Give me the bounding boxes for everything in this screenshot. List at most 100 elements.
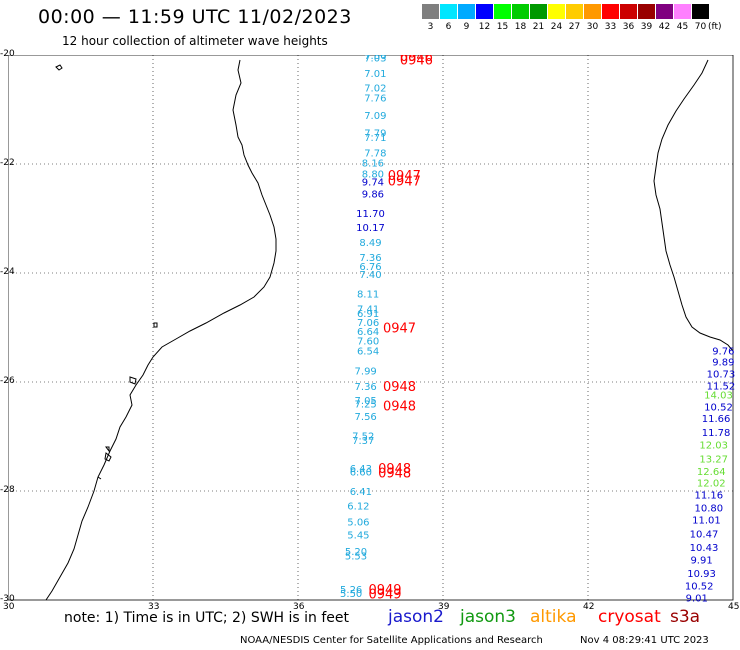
swh-value-label: 7.99 <box>355 367 377 378</box>
footer-credit: NOAA/NESDIS Center for Satellite Applica… <box>240 635 543 646</box>
pass-time-label: 0949 <box>368 583 401 598</box>
legend-label: 15 <box>496 22 509 32</box>
legend-label: 24 <box>550 22 563 32</box>
swh-value-label: 6.76 <box>359 262 381 273</box>
swh-value-label: 6.54 <box>357 346 379 357</box>
swh-value-label: 5.45 <box>347 531 369 542</box>
swh-value-label: 10.80 <box>695 503 724 514</box>
swh-value-label: 9.74 <box>362 177 384 188</box>
legend-label: 30 <box>586 22 599 32</box>
legend-swatch <box>656 4 673 19</box>
swh-value-label: 10.52 <box>685 581 714 592</box>
satellite-label: cryosat <box>598 607 661 627</box>
pass-time-label: 0948 <box>383 380 416 395</box>
latitude-tick-label: -22 <box>0 158 15 168</box>
legend-label: 3 <box>427 22 434 32</box>
swh-value-label: 10.93 <box>687 569 716 580</box>
swh-value-label: 7.86 <box>364 55 386 62</box>
swh-value-label: 7.76 <box>364 94 386 105</box>
swh-value-label: 7.52 <box>352 431 374 442</box>
swh-value-label: 11.70 <box>356 209 385 220</box>
swh-value-label: 5.20 <box>345 547 367 558</box>
legend-label: 9 <box>463 22 470 32</box>
longitude-tick-label: 39 <box>438 602 450 612</box>
legend-swatch <box>692 4 709 19</box>
swh-value-label: 6.60 <box>350 467 372 478</box>
legend-unit: (ft) <box>708 22 722 32</box>
swh-value-label: 7.40 <box>359 270 381 281</box>
swh-value-label: 8.16 <box>362 158 384 169</box>
swh-value-label: 11.16 <box>695 490 724 501</box>
madagascar-coastline <box>653 59 734 352</box>
legend-label: 18 <box>514 22 527 32</box>
legend-swatch <box>584 4 601 19</box>
plot-border <box>8 55 734 601</box>
legend-swatch <box>548 4 565 19</box>
swh-value-label: 9.76 <box>712 346 734 357</box>
swh-value-label: 7.36 <box>355 382 377 393</box>
swh-value-label: 7.41 <box>357 304 379 315</box>
legend-swatch <box>566 4 583 19</box>
legend-swatch <box>422 4 439 19</box>
swh-value-label: 7.78 <box>364 149 386 160</box>
swh-value-label: 11.01 <box>692 515 721 526</box>
swh-value-label: 7.01 <box>364 69 386 80</box>
chart-subtitle: 12 hour collection of altimeter wave hei… <box>62 34 328 48</box>
swh-value-label: 6.64 <box>357 327 379 338</box>
satellite-label: jason2 <box>388 607 444 627</box>
pass-time-label: 0946 <box>400 55 433 68</box>
legend-swatch <box>512 4 529 19</box>
swh-value-label: 8.80 <box>362 169 384 180</box>
latitude-tick-label: -30 <box>0 594 15 604</box>
swh-value-label: 9.86 <box>362 189 384 200</box>
latitude-tick-label: -24 <box>0 267 15 277</box>
pass-time-label: 0947 <box>388 174 421 189</box>
swh-value-label: 6.91 <box>357 309 379 320</box>
swh-value-label: 7.02 <box>364 84 386 95</box>
pass-time-label: 0948 <box>378 466 411 481</box>
latitude-tick-label: -28 <box>0 485 15 495</box>
swh-value-label: 11.78 <box>702 428 731 439</box>
legend-swatch <box>440 4 457 19</box>
swh-value-label: 12.03 <box>699 441 728 452</box>
swh-value-label: 10.47 <box>690 530 719 541</box>
swh-value-label: 11.66 <box>702 414 731 425</box>
legend-label: 12 <box>478 22 491 32</box>
swh-value-label: 9.01 <box>686 593 708 604</box>
swh-value-label: 7.37 <box>352 436 374 447</box>
longitude-tick-label: 30 <box>3 602 15 612</box>
swh-value-label: 7.03 <box>364 55 386 65</box>
legend-swatch <box>494 4 511 19</box>
swh-value-label: 8.49 <box>359 238 381 249</box>
legend-label: 42 <box>658 22 671 32</box>
swh-value-label: 7.06 <box>357 318 379 329</box>
satellite-label: s3a <box>670 607 701 627</box>
swh-value-label: 6.41 <box>350 487 372 498</box>
africa-coastline <box>45 59 277 601</box>
swh-value-label: 8.11 <box>357 290 379 301</box>
legend-label: 21 <box>532 22 545 32</box>
longitude-tick-label: 36 <box>293 602 305 612</box>
pass-time-label: 0947 <box>388 169 421 184</box>
units-note: note: 1) Time is in UTC; 2) SWH is in fe… <box>64 610 350 626</box>
latitude-tick-label: -20 <box>0 49 15 59</box>
swh-value-label: 10.43 <box>690 543 719 554</box>
swh-value-label: 5.06 <box>347 518 369 529</box>
swh-value-label: 12.64 <box>697 467 726 478</box>
legend-label: 45 <box>676 22 689 32</box>
swh-value-label: 14.03 <box>704 391 733 402</box>
legend-label: 39 <box>640 22 653 32</box>
legend-swatch <box>602 4 619 19</box>
swh-value-label: 6.12 <box>347 502 369 513</box>
legend-label: 70 <box>694 22 707 32</box>
legend-swatch <box>458 4 475 19</box>
swh-value-label: 11.52 <box>707 381 736 392</box>
swh-value-label: 13.27 <box>699 454 728 465</box>
legend-swatch <box>530 4 547 19</box>
swh-value-label: 10.17 <box>356 223 385 234</box>
swh-value-label: 5.26 <box>340 585 362 596</box>
africa-coast-islands <box>55 64 158 480</box>
swh-value-label: 6.43 <box>350 464 372 475</box>
graticule <box>8 55 733 600</box>
pass-time-label: 0949 <box>368 587 401 602</box>
